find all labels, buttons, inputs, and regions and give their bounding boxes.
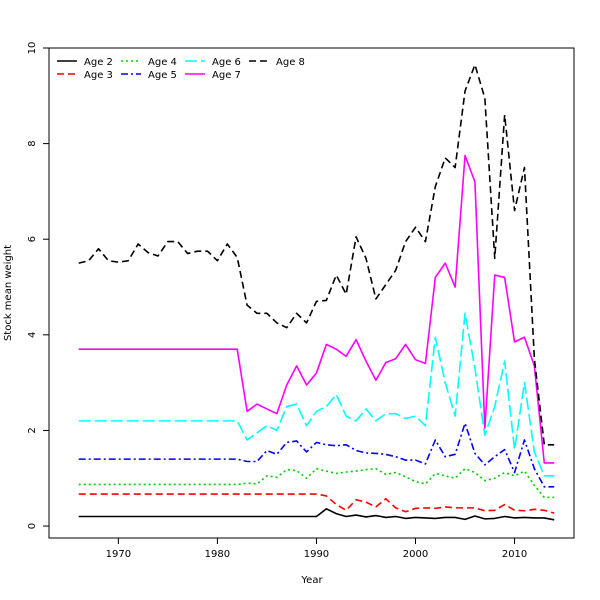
- y-axis-label: Stock mean weight: [3, 245, 14, 341]
- y-tick-label: 0: [27, 523, 38, 529]
- legend-label: Age 2: [84, 57, 113, 68]
- x-tick-label: 1980: [205, 549, 230, 560]
- series-line-age-3: [78, 493, 555, 514]
- plot-frame: [48, 47, 575, 539]
- legend-label: Age 6: [212, 57, 241, 68]
- y-tick-label: 8: [27, 140, 38, 146]
- x-tick-label: 2010: [502, 549, 527, 560]
- y-tick-label: 4: [27, 332, 38, 338]
- series-line-age-7: [78, 154, 555, 464]
- y-tick-label: 10: [27, 42, 38, 55]
- series-line-age-2: [78, 508, 555, 521]
- legend-label: Age 3: [84, 70, 113, 81]
- series-layer: [78, 63, 555, 521]
- x-tick-label: 2000: [403, 549, 428, 560]
- legend-label: Age 7: [212, 70, 241, 81]
- x-axis-label: Year: [300, 575, 323, 586]
- legend-label: Age 8: [276, 57, 305, 68]
- legend-label: Age 5: [148, 70, 177, 81]
- y-tick-label: 6: [27, 236, 38, 242]
- x-tick-label: 1990: [304, 549, 329, 560]
- y-axis: 0 2 4 6 8 10: [27, 42, 50, 529]
- x-axis: 1970 1980 1990 2000 2010: [106, 537, 527, 560]
- series-line-age-4: [78, 467, 555, 499]
- legend-label: Age 4: [148, 57, 177, 68]
- series-line-age-8: [78, 63, 555, 446]
- series-line-age-6: [78, 312, 555, 477]
- x-tick-label: 1970: [106, 549, 131, 560]
- series-line-age-5: [78, 422, 555, 488]
- legend: Age 2 Age 3 Age 4 Age 5 Age 6 Age 7 Age 8: [57, 57, 305, 81]
- y-tick-label: 2: [27, 427, 38, 433]
